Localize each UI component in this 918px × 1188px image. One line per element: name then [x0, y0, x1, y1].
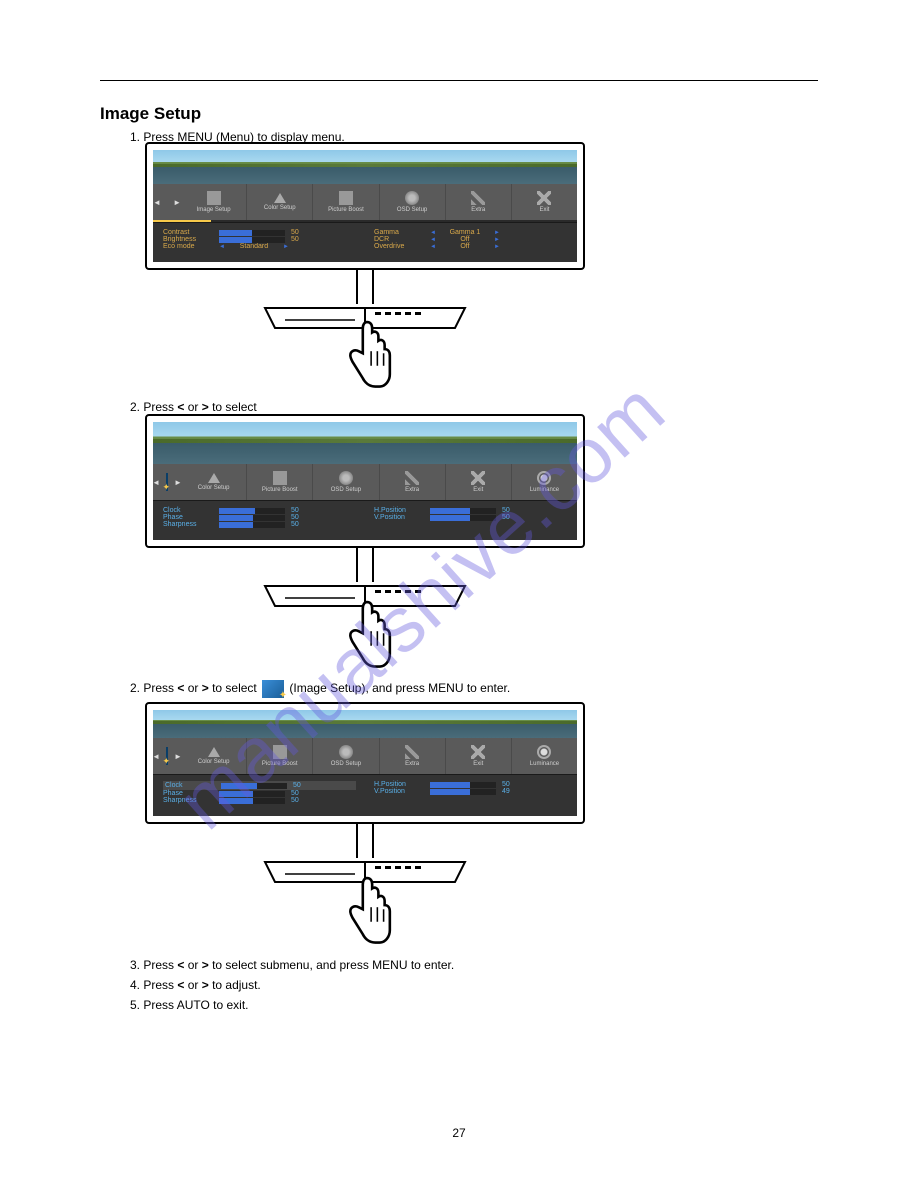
setting-vposition[interactable]: V.Position49	[374, 788, 567, 795]
setting-hposition[interactable]: H.Position50	[374, 507, 567, 514]
osd-setup-icon	[339, 745, 353, 759]
pointing-hand-icon	[342, 600, 394, 673]
picture-boost-icon	[339, 191, 353, 205]
monitor-1: ◄► Image Setup Color Setup Picture Boost…	[145, 142, 585, 332]
tab-extra[interactable]: Extra	[446, 184, 512, 220]
tab-exit[interactable]: Exit	[512, 184, 577, 220]
section-title: Image Setup	[100, 104, 201, 124]
scenery	[153, 150, 577, 184]
tab-color-setup[interactable]: Color Setup	[181, 738, 247, 774]
monitor-neck	[356, 548, 374, 582]
tab-luminance[interactable]: Luminance	[512, 738, 577, 774]
color-setup-icon	[274, 193, 286, 203]
step2-text-cont: 2. Press < or > to select (Image Setup),…	[130, 680, 510, 698]
monitor-bezel: ◄► Image Setup Color Setup Picture Boost…	[145, 142, 585, 270]
picture-boost-icon	[273, 471, 287, 485]
monitor-3: ◄► Color Setup Picture Boost OSD Setup E…	[145, 702, 585, 886]
tab-extra[interactable]: Extra	[380, 464, 446, 500]
osd-settings: Clock50 Phase50 Sharpness50 H.Position50…	[153, 500, 577, 540]
setting-dcr[interactable]: DCR◄Off►	[374, 236, 567, 243]
color-setup-icon	[208, 747, 220, 757]
osd-nav-arrows[interactable]: ◄►	[153, 738, 181, 774]
tab-extra[interactable]: Extra	[380, 738, 446, 774]
image-setup-icon	[166, 747, 168, 765]
osd-nav-arrows[interactable]: ◄►	[153, 184, 181, 220]
setting-phase[interactable]: Phase50	[163, 514, 356, 521]
tab-image-setup[interactable]: Image Setup	[181, 184, 247, 220]
tab-luminance[interactable]: Luminance	[512, 464, 577, 500]
monitor-neck	[356, 824, 374, 858]
exit-icon	[471, 745, 485, 759]
setting-sharpness[interactable]: Sharpness50	[163, 521, 356, 528]
scenery	[153, 422, 577, 464]
tab-picture-boost[interactable]: Picture Boost	[247, 738, 313, 774]
setting-gamma[interactable]: Gamma◄Gamma 1►	[374, 229, 567, 236]
tab-osd-setup[interactable]: OSD Setup	[313, 738, 379, 774]
page-number: 27	[0, 1126, 918, 1140]
setting-phase[interactable]: Phase50	[163, 790, 356, 797]
tab-picture-boost[interactable]: Picture Boost	[247, 464, 313, 500]
step5-text: 5. Press AUTO to exit.	[130, 998, 249, 1012]
osd-tab-row: ◄► Image Setup Color Setup Picture Boost…	[153, 184, 577, 220]
picture-boost-icon	[273, 745, 287, 759]
pointing-hand-icon	[342, 876, 394, 949]
monitor-2: ◄► Color Setup Picture Boost OSD Setup E…	[145, 414, 585, 610]
setting-hposition[interactable]: H.Position50	[374, 781, 567, 788]
extra-icon	[405, 745, 419, 759]
tab-osd-setup[interactable]: OSD Setup	[380, 184, 446, 220]
setting-clock[interactable]: Clock50	[163, 781, 356, 790]
step4-text: 4. Press < or > to adjust.	[130, 978, 261, 992]
monitor-screen: ◄► Image Setup Color Setup Picture Boost…	[153, 150, 577, 262]
luminance-icon	[537, 745, 551, 759]
exit-icon	[471, 471, 485, 485]
osd-tab-row: ◄► Color Setup Picture Boost OSD Setup E…	[153, 738, 577, 774]
setting-sharpness[interactable]: Sharpness50	[163, 797, 356, 804]
pointing-hand-icon	[342, 320, 394, 393]
monitor-bezel: ◄► Color Setup Picture Boost OSD Setup E…	[145, 702, 585, 824]
tab-osd-setup[interactable]: OSD Setup	[313, 464, 379, 500]
scenery	[153, 710, 577, 738]
setting-clock[interactable]: Clock50	[163, 507, 356, 514]
setting-eco-mode[interactable]: Eco mode◄Standard►	[163, 243, 356, 250]
tab-exit[interactable]: Exit	[446, 738, 512, 774]
setting-vposition[interactable]: V.Position50	[374, 514, 567, 521]
monitor-bezel: ◄► Color Setup Picture Boost OSD Setup E…	[145, 414, 585, 548]
tab-picture-boost[interactable]: Picture Boost	[313, 184, 379, 220]
monitor-neck	[356, 270, 374, 304]
luminance-icon	[537, 471, 551, 485]
tab-color-setup[interactable]: Color Setup	[247, 184, 313, 220]
setting-contrast[interactable]: Contrast50	[163, 229, 356, 236]
monitor-screen: ◄► Color Setup Picture Boost OSD Setup E…	[153, 422, 577, 540]
osd-settings: Clock50 Phase50 Sharpness50 H.Position50…	[153, 774, 577, 816]
image-setup-inline-icon	[262, 680, 284, 698]
osd-setup-icon	[339, 471, 353, 485]
osd-settings: Contrast50 Brightness50 Eco mode◄Standar…	[153, 222, 577, 262]
osd-nav-arrows[interactable]: ◄►	[153, 464, 181, 500]
page-rule	[100, 80, 818, 81]
image-setup-icon	[207, 191, 221, 205]
extra-icon	[405, 471, 419, 485]
osd-setup-icon	[405, 191, 419, 205]
setting-brightness[interactable]: Brightness50	[163, 236, 356, 243]
color-setup-icon	[208, 473, 220, 483]
monitor-screen: ◄► Color Setup Picture Boost OSD Setup E…	[153, 710, 577, 816]
tab-exit[interactable]: Exit	[446, 464, 512, 500]
setting-overdrive[interactable]: Overdrive◄Off►	[374, 243, 567, 250]
step2-text: 2. Press < or > to select	[130, 400, 257, 414]
image-setup-icon	[166, 473, 168, 491]
osd-tab-row: ◄► Color Setup Picture Boost OSD Setup E…	[153, 464, 577, 500]
extra-icon	[471, 191, 485, 205]
step3-text: 3. Press < or > to select submenu, and p…	[130, 958, 454, 972]
tab-color-setup[interactable]: Color Setup	[181, 464, 247, 500]
exit-icon	[537, 191, 551, 205]
